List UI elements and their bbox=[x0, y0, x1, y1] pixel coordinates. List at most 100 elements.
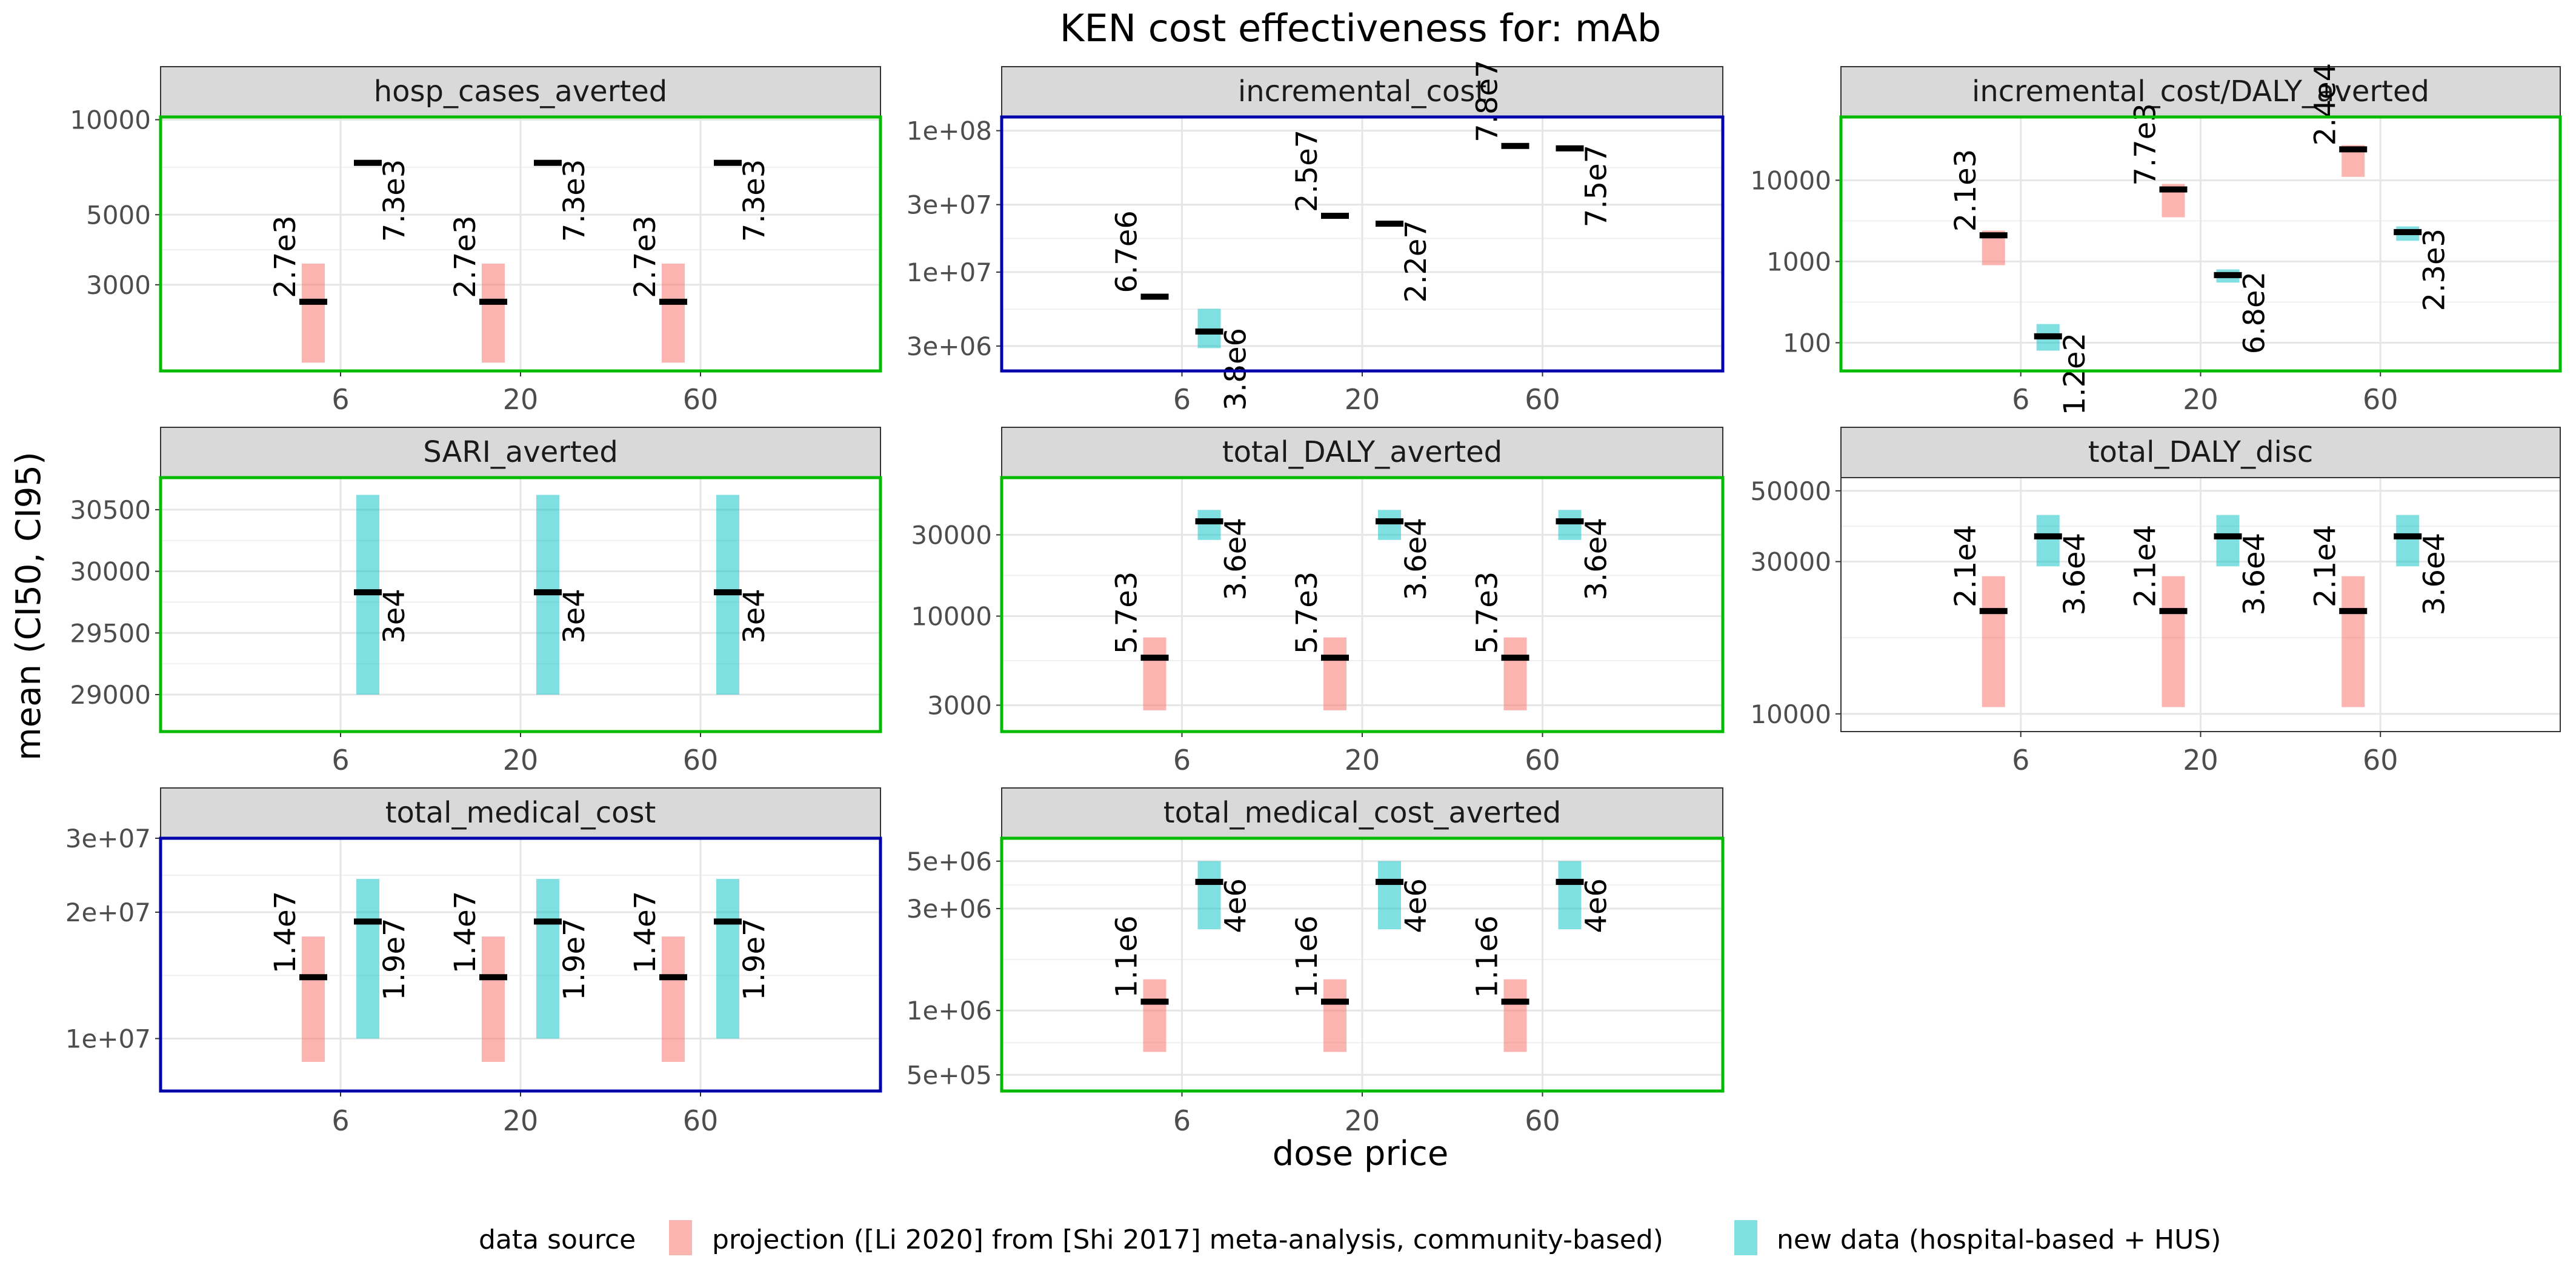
ci-bar-projection bbox=[302, 936, 325, 1062]
mean-marker bbox=[1376, 518, 1403, 525]
mean-marker bbox=[1376, 878, 1403, 885]
value-label: 2.7e3 bbox=[628, 215, 662, 298]
value-label: 3e4 bbox=[737, 589, 771, 644]
y-tick-label: 30000 bbox=[70, 557, 151, 587]
value-label: 3.6e4 bbox=[2058, 533, 2092, 615]
mean-marker bbox=[1321, 655, 1349, 661]
panel-total-medical-cost: total_medical_cost 1e+07 2e+07 3e+07 6 20 60 1.… bbox=[65, 787, 882, 1137]
y-tick-label: 3000 bbox=[86, 270, 151, 300]
mean-marker bbox=[1979, 232, 2008, 239]
mean-marker bbox=[299, 974, 327, 981]
y-tick-label: 1e+07 bbox=[65, 1024, 151, 1053]
x-tick-label: 6 bbox=[331, 744, 349, 776]
ci-bar-projection bbox=[1323, 637, 1346, 710]
mean-marker bbox=[2394, 533, 2422, 539]
y-tick-label: 10000 bbox=[70, 105, 151, 135]
x-tick-label: 20 bbox=[1345, 744, 1380, 776]
panel-title: hosp_cases_averted bbox=[374, 75, 668, 108]
x-tick-label: 6 bbox=[2012, 744, 2029, 776]
y-tick-label: 1e+08 bbox=[907, 116, 992, 146]
y-tick-label: 1e+07 bbox=[907, 258, 992, 287]
ci-bar-new-data bbox=[716, 879, 739, 1039]
y-tick-label: 5e+05 bbox=[907, 1060, 992, 1090]
mean-marker bbox=[1376, 221, 1403, 227]
value-label: 2.1e4 bbox=[2129, 525, 2163, 607]
value-label: 5.7e3 bbox=[1290, 572, 1324, 654]
panel-border bbox=[159, 115, 882, 373]
mean-marker bbox=[354, 589, 382, 596]
value-label: 4e6 bbox=[1580, 878, 1614, 933]
value-label: 2.1e4 bbox=[2308, 525, 2342, 607]
value-label: 2.1e3 bbox=[1949, 149, 1983, 232]
value-label: 2.7e3 bbox=[268, 215, 302, 298]
mean-marker bbox=[299, 298, 327, 305]
ci-bar-new-data bbox=[2216, 515, 2240, 567]
value-label: 2.5e7 bbox=[1290, 130, 1324, 212]
y-tick-label: 3e+07 bbox=[65, 824, 151, 853]
panel-title: incremental_cost/DALY_averted bbox=[1972, 75, 2429, 108]
value-label: 3.6e4 bbox=[2238, 533, 2272, 615]
mean-marker bbox=[1501, 655, 1529, 661]
value-label: 7.3e3 bbox=[378, 159, 411, 242]
mean-marker bbox=[2159, 186, 2188, 193]
mean-marker bbox=[2214, 272, 2242, 278]
y-tick-label: 3e+06 bbox=[907, 332, 992, 361]
x-tick-label: 6 bbox=[1173, 744, 1191, 776]
panel-title: total_medical_cost bbox=[385, 796, 656, 830]
legend-item-new-data: new data (hospital-based + HUS) bbox=[1777, 1224, 2221, 1255]
legend-swatch-projection bbox=[669, 1220, 692, 1255]
mean-marker bbox=[2214, 533, 2242, 539]
panel-title: incremental_cost bbox=[1238, 75, 1486, 108]
value-label: 3.8e6 bbox=[1219, 328, 1253, 410]
panel-hosp-cases-averted: hosp_cases_averted 3000 5000 10000 6 20 60 2.7e… bbox=[70, 66, 882, 416]
ci-bar-projection bbox=[1503, 979, 1527, 1052]
x-tick-label: 60 bbox=[1525, 383, 1560, 416]
value-label: 1.4e7 bbox=[448, 891, 482, 973]
value-label: 1.4e7 bbox=[268, 891, 302, 973]
mean-marker bbox=[1556, 878, 1584, 885]
ci-bar-projection bbox=[1323, 979, 1346, 1052]
ci-bar-projection bbox=[482, 263, 505, 363]
ci-bar-projection bbox=[1143, 637, 1167, 710]
mean-marker bbox=[1556, 518, 1584, 525]
y-tick-label: 1e+06 bbox=[907, 996, 992, 1026]
value-label: 1.9e7 bbox=[378, 918, 411, 1000]
mean-marker bbox=[2159, 608, 2188, 615]
mean-marker bbox=[354, 159, 382, 166]
strip-total-daly-averted bbox=[1001, 427, 1723, 478]
x-tick-label: 6 bbox=[2012, 383, 2029, 416]
value-label: 1.9e7 bbox=[737, 918, 771, 1000]
x-tick-label: 60 bbox=[683, 1104, 719, 1137]
legend-title: data source bbox=[479, 1224, 636, 1255]
ci-bar-new-data bbox=[1378, 861, 1401, 930]
strip-sari-averted bbox=[160, 427, 881, 478]
panels: hosp_cases_averted 3000 5000 10000 6 20 60 2.7e… bbox=[65, 59, 2562, 1137]
mean-marker bbox=[479, 974, 507, 981]
strip-total-medical-cost bbox=[160, 787, 881, 839]
y-tick-label: 2e+07 bbox=[65, 898, 151, 927]
ci-bar-new-data bbox=[356, 879, 379, 1039]
chart-title: KEN cost effectiveness for: mAb bbox=[1060, 6, 1661, 50]
mean-marker bbox=[1140, 655, 1169, 661]
value-label: 3.6e4 bbox=[2417, 533, 2451, 615]
y-tick-label: 10000 bbox=[1750, 699, 1831, 729]
mean-marker bbox=[1501, 998, 1529, 1005]
panel-title: SARI_averted bbox=[423, 435, 618, 469]
value-label: 2.3e3 bbox=[2417, 229, 2451, 311]
x-tick-label: 6 bbox=[1173, 1104, 1191, 1137]
panel-title: total_DALY_disc bbox=[2088, 435, 2314, 469]
value-label: 7.5e7 bbox=[1580, 145, 1614, 227]
panel-total-daly-averted: total_DALY_averted 3000 10000 30000 6 20 60 5.7… bbox=[911, 427, 1725, 776]
mean-marker bbox=[1321, 998, 1349, 1005]
x-tick-label: 60 bbox=[683, 383, 719, 416]
legend-item-projection: projection ([Li 2020] from [Shi 2017] me… bbox=[712, 1224, 1663, 1255]
ci-bar-new-data bbox=[2036, 515, 2060, 567]
y-axis-label: mean (CI50, CI95) bbox=[9, 452, 48, 761]
x-tick-label: 20 bbox=[2183, 383, 2218, 416]
value-label: 2.2e7 bbox=[1399, 220, 1433, 302]
x-tick-label: 60 bbox=[2363, 383, 2398, 416]
panel-border bbox=[1000, 115, 1725, 373]
y-tick-label: 5000 bbox=[86, 200, 151, 230]
x-tick-label: 6 bbox=[331, 1104, 349, 1137]
panel-incremental-cost-daly-averted: incremental_cost/DALY_averted 100 1000 1000… bbox=[1750, 63, 2562, 416]
